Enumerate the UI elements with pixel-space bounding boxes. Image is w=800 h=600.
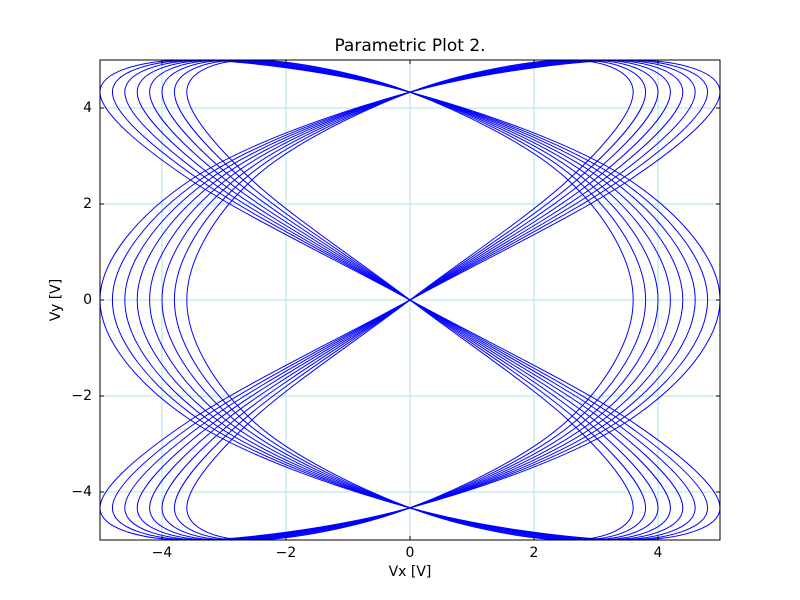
y-axis-label: Vy [V] (48, 279, 64, 321)
y-tick-label: −2 (71, 388, 92, 404)
x-tick-label: 2 (530, 545, 539, 561)
x-tick-label: −2 (276, 545, 297, 561)
y-tick-label: 2 (83, 196, 92, 212)
y-tick-label: 4 (83, 100, 92, 116)
x-tick-label: 4 (654, 545, 663, 561)
x-axis-label: Vx [V] (389, 564, 432, 580)
curves (99, 59, 721, 541)
x-tick-label: 0 (406, 545, 415, 561)
curve (186, 59, 634, 541)
chart-title: Parametric Plot 2. (334, 36, 485, 56)
y-tick-label: −4 (71, 484, 92, 500)
y-tick-label: 0 (83, 292, 92, 308)
x-tick-label: −4 (152, 545, 173, 561)
